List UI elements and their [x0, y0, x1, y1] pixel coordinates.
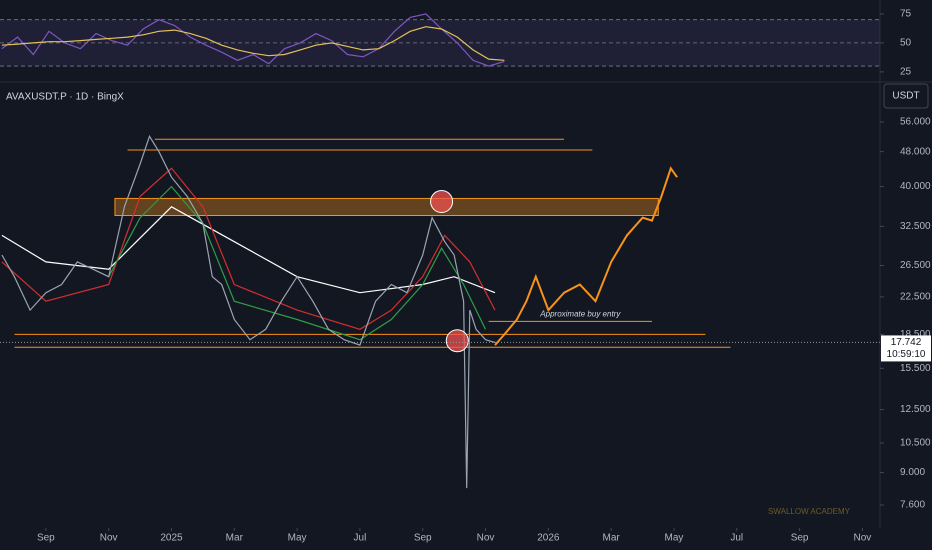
price-tag-countdown: 10:59:10 — [887, 349, 926, 360]
y-tick-label: 10.500 — [900, 438, 931, 449]
x-tick-label: Nov — [854, 533, 872, 544]
y-tick-label: 7.600 — [900, 500, 925, 511]
y-tick-label: 75 — [900, 9, 912, 20]
x-tick-label: Jul — [354, 533, 367, 544]
price-line — [1, 167, 496, 330]
y-tick-label: 22.500 — [900, 292, 931, 303]
price-tag-value: 17.742 — [891, 337, 922, 348]
x-tick-label: May — [665, 533, 684, 544]
x-tick-label: Nov — [100, 533, 118, 544]
y-tick-label: 40.000 — [900, 181, 931, 192]
y-tick-label: 50 — [900, 38, 912, 49]
x-tick-label: 2026 — [537, 533, 560, 544]
symbol: AVAXUSDT.P · 1D · BingX — [6, 92, 124, 103]
y-tick-label: 12.500 — [900, 404, 931, 415]
y-tick-label: 15.500 — [900, 363, 931, 374]
x-tick-label: Mar — [226, 533, 244, 544]
x-tick-label: Nov — [477, 533, 495, 544]
y-tick-label: 25 — [900, 67, 912, 78]
x-tick-label: 2025 — [160, 533, 183, 544]
watermark: SWALLOW ACADEMY — [768, 507, 851, 516]
y-tick-label: 32.500 — [900, 221, 931, 232]
highlight-circle — [445, 329, 469, 353]
price-line — [1, 134, 496, 489]
x-tick-label: May — [288, 533, 307, 544]
price-line — [494, 166, 678, 346]
highlight-circle — [430, 190, 454, 214]
y-tick-label: 56.000 — [900, 117, 931, 128]
price-line — [1, 206, 496, 294]
y-tick-label: 18.500 — [900, 329, 931, 340]
y-tick-label: 26.500 — [900, 260, 931, 271]
annotation: Approximate buy entry — [539, 310, 621, 319]
x-tick-label: Jul — [730, 533, 743, 544]
x-tick-label: Sep — [414, 533, 432, 544]
x-tick-label: Sep — [37, 533, 55, 544]
rsi-line — [1, 13, 505, 67]
x-tick-label: Sep — [791, 533, 809, 544]
y-tick-label: 9.000 — [900, 467, 925, 478]
currency-box[interactable] — [883, 83, 929, 109]
currency: USDT — [892, 91, 919, 102]
x-tick-label: Mar — [603, 533, 621, 544]
price-tag — [881, 335, 931, 362]
rsi-line — [1, 26, 505, 61]
y-tick-label: 48.000 — [900, 146, 931, 157]
